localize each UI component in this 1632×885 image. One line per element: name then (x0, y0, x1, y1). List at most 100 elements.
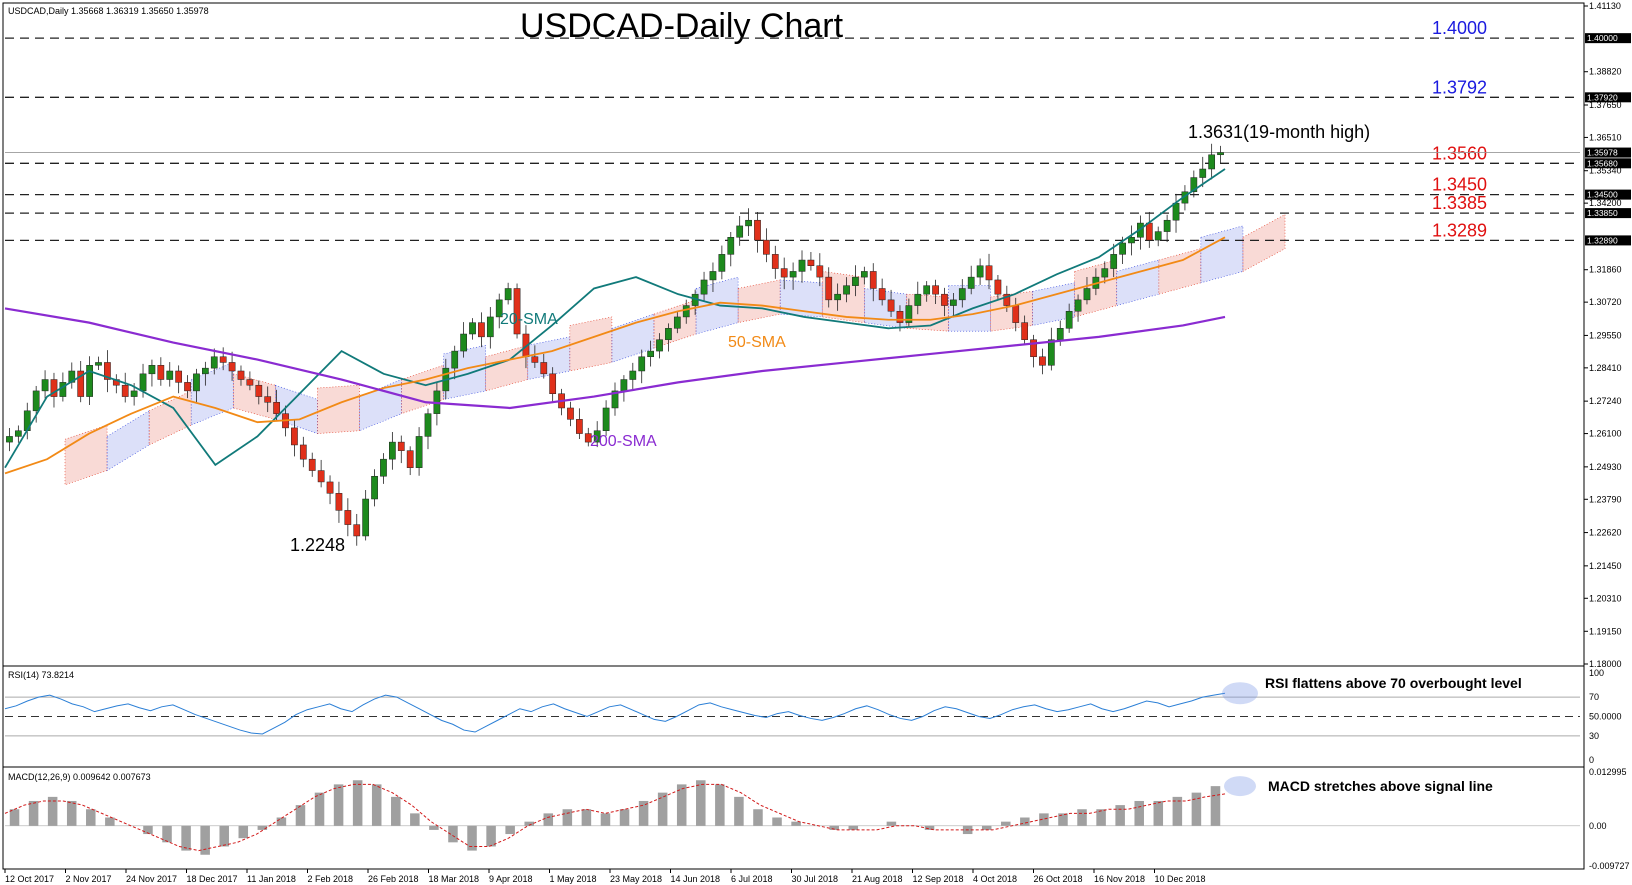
candle-body (219, 356, 227, 363)
x-tick-label: 6 Jul 2018 (731, 874, 773, 884)
candle-body (1047, 339, 1055, 366)
high-annotation: 1.3631(19-month high) (1188, 122, 1370, 142)
candle-body (878, 288, 886, 301)
candle-body (1074, 299, 1082, 312)
candle-body (763, 239, 770, 255)
candle-body (210, 356, 218, 369)
candle-body (816, 265, 824, 278)
candle-body (602, 407, 610, 431)
candle-body (255, 384, 263, 397)
candle-body (932, 285, 939, 295)
candle-body (397, 441, 405, 451)
candle-body (353, 524, 361, 537)
candle-body (941, 293, 948, 306)
candle-body (121, 384, 129, 397)
x-tick-label: 11 Jan 2018 (247, 874, 296, 884)
chart-title: USDCAD-Daily Chart (520, 7, 844, 45)
macd-panel: 0.012995 0.00 -0.009727 MACD stretches abov… (4, 767, 1630, 871)
candle-body (638, 356, 646, 372)
level-tag-bg (1585, 208, 1631, 219)
x-tick-label: 2 Feb 2018 (308, 874, 354, 884)
candle-body (317, 470, 325, 483)
x-tick-label: 14 Jun 2018 (671, 874, 721, 884)
y-tick-label: 1.30720 (1589, 297, 1622, 307)
sma-line (4, 168, 1226, 469)
candle-body (549, 373, 557, 394)
candle-body (860, 271, 868, 278)
candle-body (246, 379, 254, 386)
candle-body (1083, 288, 1091, 301)
candle-body (593, 430, 601, 443)
cloud-segment (569, 316, 613, 372)
candle-body (14, 430, 22, 437)
level-tag-bg (1585, 235, 1631, 246)
current-price-tag-bg (1585, 147, 1631, 158)
x-tick-label: 23 May 2018 (610, 874, 662, 884)
x-tick-label: 30 Jul 2018 (792, 874, 839, 884)
level-label: 1.3560 (1432, 143, 1487, 163)
cloud-segment (317, 384, 360, 434)
candle-body (994, 279, 1002, 295)
x-tick-label: 1 May 2018 (550, 874, 597, 884)
candle-body (985, 265, 993, 281)
candle-body (95, 362, 102, 366)
candle-body (1056, 328, 1064, 340)
candle-body (451, 350, 459, 369)
candle-body (736, 225, 744, 238)
y-tick-label: 1.31860 (1589, 265, 1622, 275)
candle-body (771, 254, 779, 269)
price-axis: 1.41130 1.38820 1.37650 1.36510 1.35340 1.342… (1583, 1, 1622, 869)
candle-body (1163, 219, 1171, 232)
cloud-segment (1200, 225, 1244, 284)
x-tick-label: 2 Nov 2017 (66, 874, 112, 884)
y-tick-label: 1.20310 (1589, 593, 1622, 603)
macd-signal-line (4, 783, 1226, 852)
candle-body (228, 362, 236, 372)
x-tick-label: 12 Sep 2018 (913, 874, 964, 884)
sma-line (4, 307, 1226, 410)
level-tag: 1.40000 (1587, 33, 1618, 43)
candle-body (273, 402, 280, 414)
candle-body (1217, 152, 1224, 156)
candle-body (424, 413, 432, 437)
candle-body (1190, 177, 1198, 193)
candle-body (780, 268, 788, 278)
candle-body (754, 219, 761, 241)
candle-body (495, 299, 503, 318)
candle-body (825, 276, 833, 301)
candle-body (469, 322, 476, 335)
candle-body (130, 390, 138, 397)
candle-body (727, 237, 735, 255)
candle-body (967, 276, 975, 289)
candle-body (157, 365, 165, 380)
y-tick-label: 1.24930 (1589, 462, 1622, 472)
macd-annotation: MACD stretches above signal line (1268, 778, 1493, 794)
candle-body (807, 259, 815, 266)
y-tick-label: 1.23790 (1589, 494, 1622, 504)
candlesticks (6, 143, 1224, 546)
candle-body (184, 382, 191, 392)
candle-body (193, 373, 200, 392)
candle-body (1065, 310, 1073, 329)
candle-body (371, 475, 378, 500)
macd-y-tick: 0.00 (1589, 821, 1607, 831)
candle-body (50, 379, 58, 397)
current-price-tag: 1.35978 (1587, 148, 1618, 158)
sma-label: 20-SMA (500, 311, 558, 328)
cloud-segment (64, 424, 108, 486)
y-tick-label: 1.26100 (1589, 429, 1622, 439)
candle-body (584, 433, 592, 443)
candle-body (1154, 231, 1162, 241)
candle-body (344, 510, 352, 525)
candle-body (700, 279, 708, 295)
candle-body (869, 271, 877, 289)
candle-body (673, 316, 681, 329)
sma-label: 50-SMA (728, 334, 786, 351)
cloud-segment (948, 285, 991, 332)
rsi-annotation: RSI flattens above 70 overbought level (1265, 675, 1522, 691)
level-label: 1.4000 (1432, 18, 1487, 38)
candle-body (1003, 293, 1011, 306)
candle-body (504, 288, 512, 301)
x-tick-label: 26 Feb 2018 (368, 874, 419, 884)
x-tick-label: 26 Oct 2018 (1034, 874, 1083, 884)
